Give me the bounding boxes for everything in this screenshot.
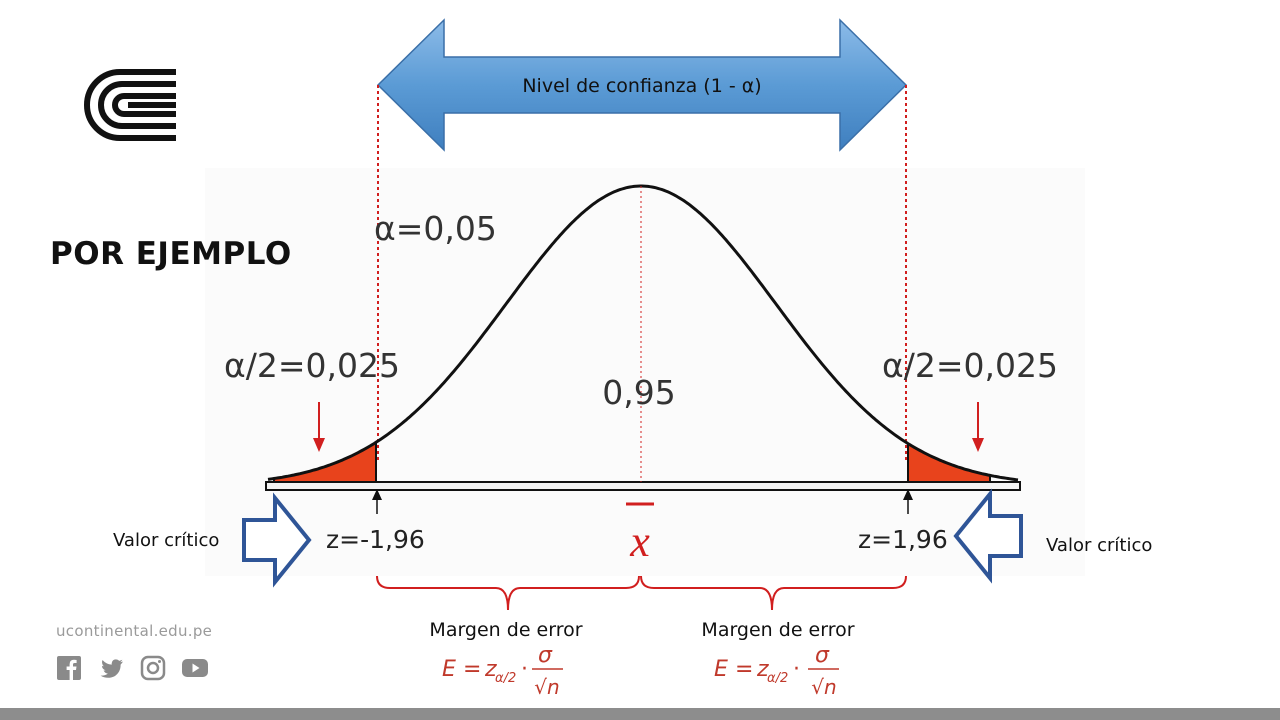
alpha-label: α=0,05 (374, 209, 497, 248)
twitter-icon[interactable] (97, 654, 125, 682)
margin-error-left: Margen de error (429, 619, 582, 641)
margin-error-right: Margen de error (701, 619, 854, 641)
svg-text:√n: √n (811, 675, 836, 699)
svg-text:σ: σ (815, 643, 830, 668)
right-critical-arrow (953, 488, 1023, 584)
left-critical-arrow (242, 492, 312, 588)
x-axis (265, 481, 1021, 491)
normal-curve (267, 184, 1019, 482)
confidence-label: Nivel de confianza (1 - α) (522, 75, 761, 97)
critical-value-right: Valor crítico (1046, 535, 1152, 556)
z-left-label: z=-1,96 (326, 525, 425, 554)
svg-text:E: E (714, 657, 728, 682)
right-tail-label: α/2=0,025 (882, 346, 1058, 385)
svg-text:·: · (793, 657, 800, 682)
right-brace (640, 575, 907, 611)
center-probability: 0,95 (602, 373, 675, 412)
left-tail-label: α/2=0,025 (224, 346, 400, 385)
svg-text:=: = (463, 657, 481, 682)
page-heading: POR EJEMPLO (50, 236, 292, 272)
svg-text:=: = (735, 657, 753, 682)
z-right-pointer (903, 489, 913, 514)
instagram-icon[interactable] (139, 654, 167, 682)
svg-text:E: E (442, 657, 456, 682)
facebook-icon[interactable] (55, 654, 83, 682)
z-left-pointer (372, 489, 382, 514)
footer-bar (0, 708, 1280, 720)
z-right-label: z=1,96 (858, 525, 948, 554)
right-red-arrow (972, 402, 984, 452)
margin-formula-left: E = z α/2 · σ √n (442, 643, 563, 699)
youtube-icon[interactable] (181, 654, 209, 682)
margin-formula-right: E = z α/2 · σ √n (714, 643, 839, 699)
svg-text:α/2: α/2 (495, 671, 516, 686)
svg-text:σ: σ (538, 643, 553, 668)
svg-text:z: z (756, 657, 769, 682)
critical-value-left: Valor crítico (113, 530, 219, 551)
figure-backdrop (205, 168, 1085, 576)
website-link[interactable]: ucontinental.edu.pe (56, 622, 213, 640)
svg-text:α/2: α/2 (767, 671, 788, 686)
left-brace (376, 575, 640, 611)
svg-text:·: · (521, 657, 528, 682)
svg-text:z: z (484, 657, 497, 682)
mean-symbol: x (629, 517, 650, 566)
university-logo (84, 69, 176, 141)
left-red-arrow (313, 402, 325, 452)
svg-text:√n: √n (534, 675, 559, 699)
social-links (55, 654, 209, 682)
